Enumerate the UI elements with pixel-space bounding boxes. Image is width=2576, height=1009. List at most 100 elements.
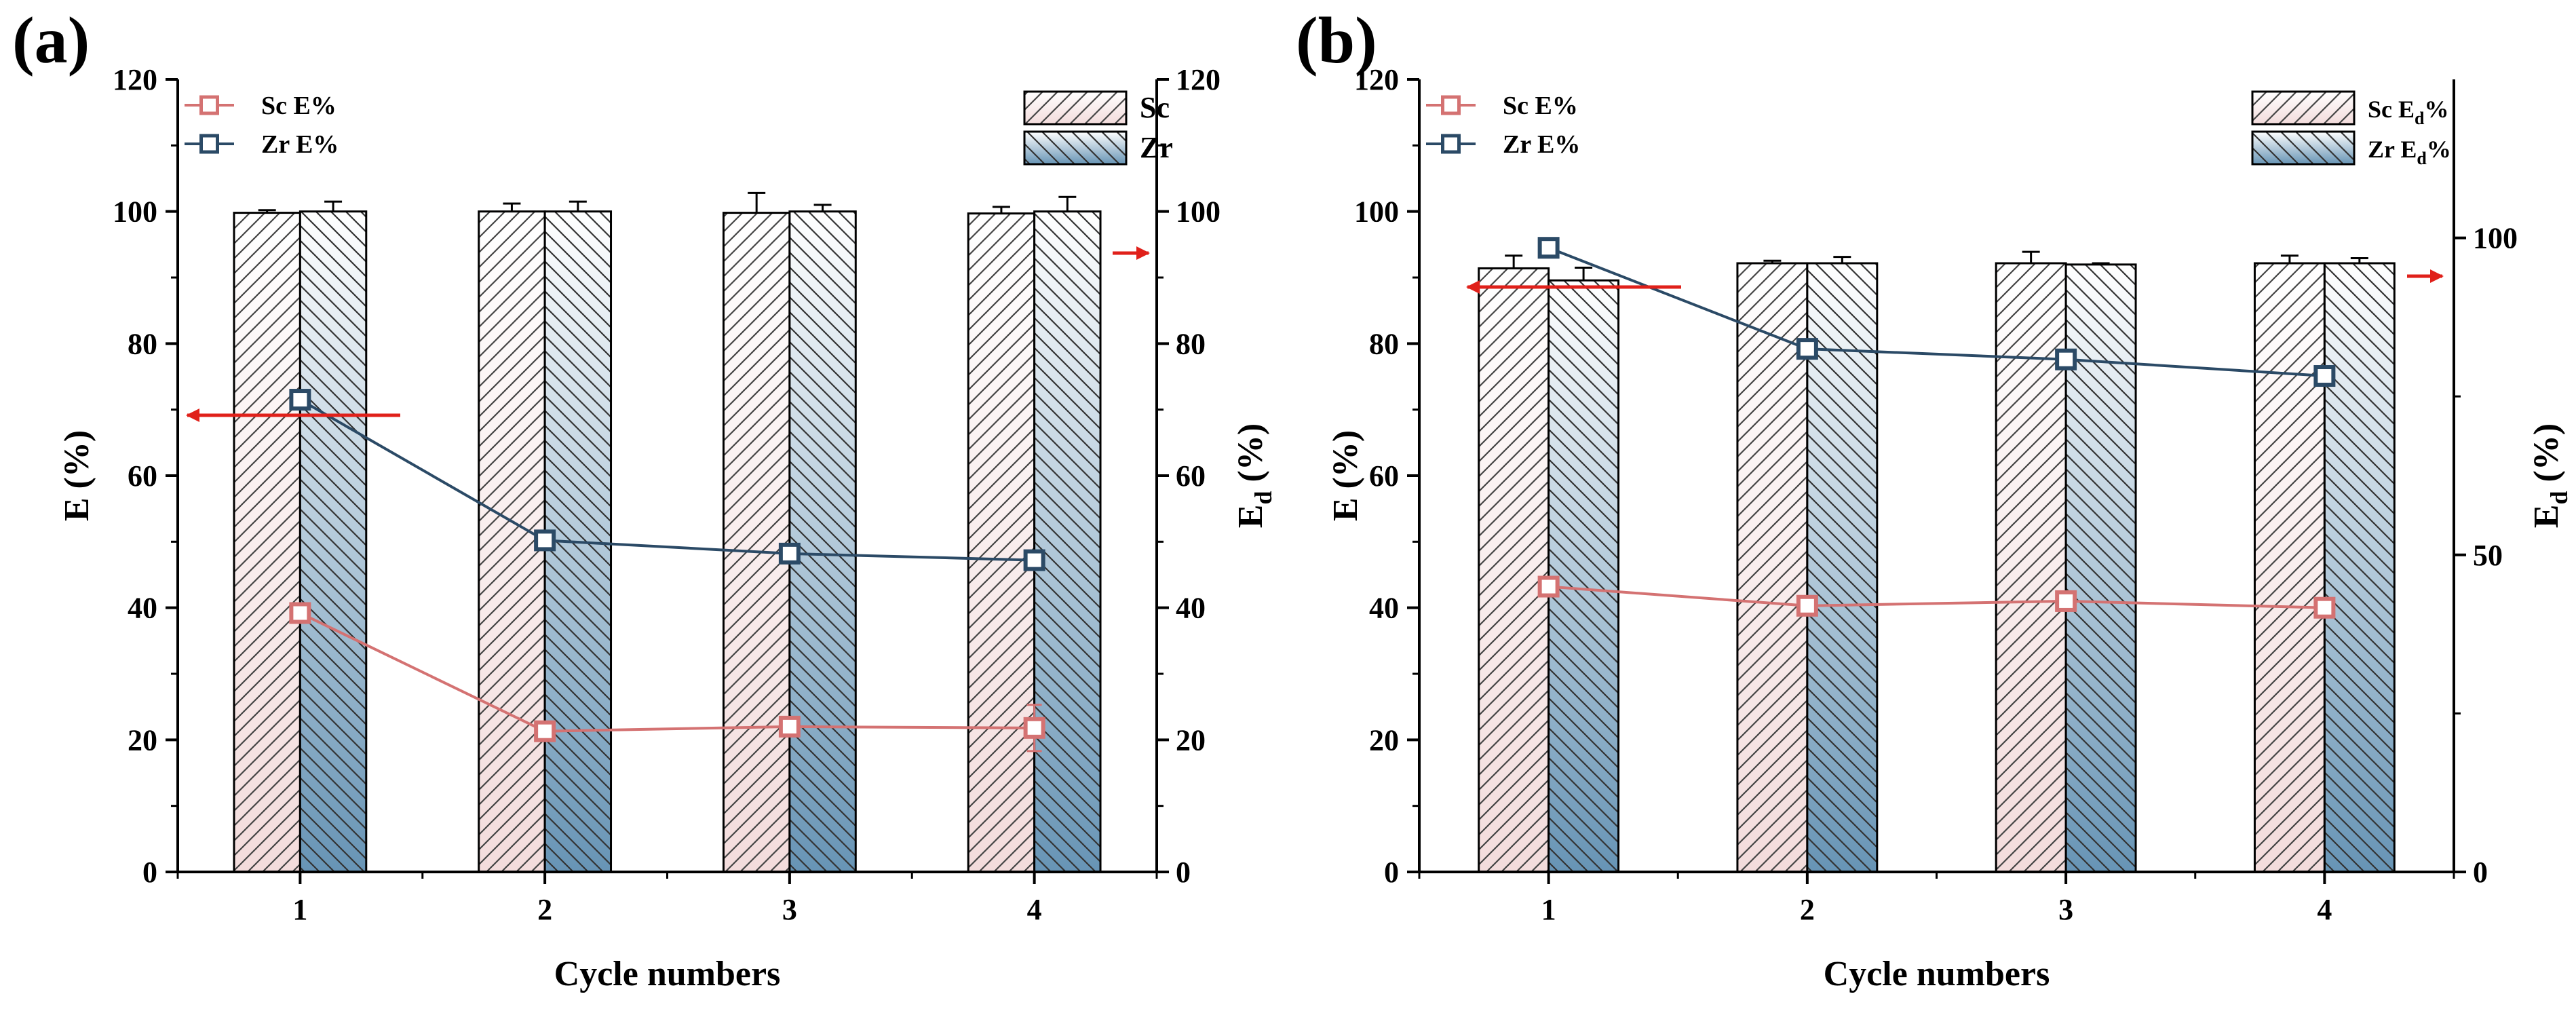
y-axis-title-left: E (%) bbox=[58, 430, 96, 521]
line-marker bbox=[778, 715, 801, 738]
x-tick-label: 1 bbox=[292, 893, 307, 926]
left-tick-label: 120 bbox=[1354, 63, 1399, 96]
legend-bar-label: Zr bbox=[1140, 131, 1173, 164]
legend-line-label: Sc E% bbox=[1503, 92, 1578, 120]
line-marker bbox=[1023, 549, 1045, 571]
right-tick-label: 60 bbox=[1176, 459, 1206, 493]
bar-hatch bbox=[1478, 267, 1550, 873]
bar-hatch bbox=[1033, 210, 1102, 873]
y-axis-title-right-suffix: (%) bbox=[2527, 423, 2566, 491]
line-zre bbox=[299, 398, 1035, 562]
left-tick-label: 120 bbox=[113, 63, 157, 96]
legend-bar-label-part: % bbox=[2427, 136, 2451, 163]
right-tick-label: 0 bbox=[2473, 856, 2488, 889]
right-tick-label: 40 bbox=[1176, 592, 1206, 625]
right-tick-label: 20 bbox=[1176, 723, 1206, 757]
left-tick-label: 20 bbox=[1369, 723, 1399, 757]
legend-bar-label: Sc bbox=[1140, 91, 1170, 124]
left-tick-label: 0 bbox=[142, 856, 157, 889]
bar-hatch bbox=[2253, 262, 2326, 873]
line-marker bbox=[2313, 596, 2336, 619]
legend-line-label: Zr E% bbox=[261, 130, 339, 159]
bar-hatch bbox=[722, 212, 791, 873]
right-tick-label: 50 bbox=[2473, 539, 2503, 572]
panel-a: (a) 0 20 40 60 80 100 120 0 20 40 60 80 100 120 1 2 3 4 Cyc… bbox=[12, 4, 1277, 993]
legend-bar-label-sub: d bbox=[2415, 109, 2425, 128]
y-axis-title-left: E (%) bbox=[1326, 430, 1365, 521]
line-marker bbox=[534, 720, 556, 742]
line-sce bbox=[1548, 585, 2325, 609]
line-marker bbox=[1023, 717, 1045, 739]
bar-hatch bbox=[299, 210, 368, 873]
legend-line-marker bbox=[199, 95, 219, 115]
legend-bar-label-sub: d bbox=[2417, 149, 2427, 168]
legend-bar-label: Zr Ed% bbox=[2368, 136, 2451, 168]
line-marker bbox=[2313, 365, 2336, 387]
right-tick-label: 0 bbox=[1176, 856, 1191, 889]
panel-b: (b) 0 20 40 60 80 100 120 0 50 100 1 2 3 4 Cycle number… bbox=[1296, 4, 2573, 993]
line-marker bbox=[2055, 348, 2077, 370]
x-tick-label: 3 bbox=[2058, 893, 2073, 926]
legend-line-marker bbox=[1441, 134, 1461, 154]
line-marker bbox=[1796, 338, 1818, 360]
left-tick-label: 0 bbox=[1384, 856, 1399, 889]
legend-bar-label-part: Zr E bbox=[2368, 136, 2417, 163]
bar-hatch bbox=[233, 212, 301, 873]
x-axis-title: Cycle numbers bbox=[1824, 955, 2050, 993]
legend-line-label: Sc E% bbox=[261, 92, 337, 120]
left-tick-label: 100 bbox=[1354, 195, 1399, 229]
left-tick-label: 80 bbox=[128, 327, 157, 360]
line-sce bbox=[299, 611, 1035, 733]
line-marker bbox=[289, 602, 311, 624]
line-marker bbox=[1537, 575, 1560, 598]
right-tick-label: 120 bbox=[1176, 63, 1220, 96]
left-tick-label: 20 bbox=[128, 723, 157, 757]
legend-bar-label-part: Zr bbox=[1140, 131, 1173, 164]
line-marker bbox=[1537, 237, 1560, 259]
legend-bar-label: Sc Ed% bbox=[2368, 96, 2448, 128]
right-tick-label: 80 bbox=[1176, 327, 1206, 360]
bar-hatch bbox=[1736, 262, 1809, 873]
right-tick-label: 100 bbox=[2473, 222, 2518, 255]
line-marker bbox=[1796, 594, 1818, 617]
legend-line-label: Zr E% bbox=[1503, 130, 1580, 159]
right-tick-label: 100 bbox=[1176, 195, 1220, 229]
left-tick-label: 40 bbox=[1369, 592, 1399, 625]
y-axis-title-right-main: E bbox=[1231, 504, 1270, 528]
x-axis-title: Cycle numbers bbox=[554, 955, 781, 993]
x-tick-label: 3 bbox=[782, 893, 797, 926]
left-tick-label: 60 bbox=[1369, 459, 1399, 493]
y-axis-title-right-suffix: (%) bbox=[1231, 423, 1270, 491]
legend-bar-label-part: % bbox=[2424, 96, 2448, 123]
left-tick-label: 60 bbox=[128, 459, 157, 493]
y-axis-title-right-main: E bbox=[2527, 504, 2566, 528]
line-marker bbox=[534, 529, 556, 552]
legend-bar-label-part: Sc bbox=[1140, 91, 1170, 124]
y-axis-title-right: Ed (%) bbox=[2527, 423, 2573, 528]
line-marker bbox=[778, 542, 801, 565]
line-marker bbox=[2055, 590, 2077, 612]
bar-hatch bbox=[788, 210, 857, 873]
legend-bar-label-part: Sc E bbox=[2368, 96, 2415, 123]
panel-label: (a) bbox=[12, 4, 90, 77]
legend-bar-swatch-hatch bbox=[2251, 130, 2356, 166]
x-tick-label: 2 bbox=[537, 893, 552, 926]
bar-hatch bbox=[2064, 263, 2137, 873]
bar-hatch bbox=[2323, 262, 2396, 873]
x-tick-label: 1 bbox=[1541, 893, 1556, 926]
bar-hatch bbox=[478, 210, 546, 873]
legend-line-marker bbox=[1441, 95, 1461, 115]
line-zre bbox=[1547, 246, 2325, 378]
legend-line-marker bbox=[199, 134, 219, 154]
x-tick-label: 2 bbox=[1800, 893, 1815, 926]
y-axis-title-right-sub: d bbox=[1250, 491, 1277, 504]
legend-bar-swatch-hatch bbox=[1023, 90, 1128, 126]
left-tick-label: 40 bbox=[128, 592, 157, 625]
legend-bar-swatch-hatch bbox=[2251, 90, 2356, 126]
left-tick-label: 100 bbox=[113, 195, 157, 229]
y-axis-title-right: Ed (%) bbox=[1231, 423, 1277, 528]
y-axis-title-right-sub: d bbox=[2545, 491, 2573, 504]
left-tick-label: 80 bbox=[1369, 327, 1399, 360]
legend-bar-swatch-hatch bbox=[1023, 130, 1128, 166]
